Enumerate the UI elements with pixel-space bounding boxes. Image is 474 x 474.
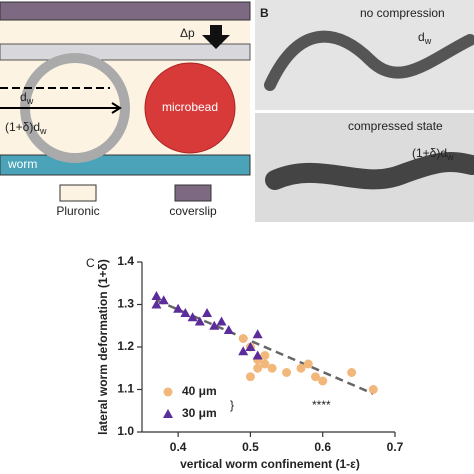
point — [238, 334, 248, 343]
point — [151, 299, 162, 309]
x-label: vertical worm confinement (1-ε) — [180, 457, 360, 471]
bead-label: microbead — [162, 100, 218, 114]
caption: no compression — [360, 6, 445, 20]
point — [260, 359, 270, 369]
point — [253, 363, 263, 373]
t: w — [39, 126, 47, 136]
pressure-arrow — [202, 25, 230, 49]
t: (1+δ)d — [5, 120, 40, 134]
x-tick-label: 0.5 — [242, 440, 259, 454]
dw-label: (1+δ)dw — [412, 146, 454, 162]
microbead — [144, 62, 236, 154]
worm-bar — [0, 154, 251, 176]
y-tick-label: 1.3 — [117, 297, 134, 311]
legend-label: 30 μm — [182, 406, 217, 420]
legend-swatch — [174, 184, 212, 202]
dw2-label: (1+δ)dw — [5, 120, 47, 136]
x-tick-label: 0.7 — [387, 440, 404, 454]
point — [347, 368, 357, 377]
point — [252, 350, 263, 360]
point — [296, 363, 306, 373]
point — [238, 346, 249, 356]
point — [223, 325, 234, 334]
panel-label: C — [86, 256, 95, 270]
point — [202, 308, 213, 317]
point — [245, 342, 256, 351]
point — [252, 329, 263, 339]
legend-swatch — [59, 184, 97, 202]
caption: compressed state — [348, 119, 443, 133]
t: d — [20, 90, 27, 104]
point — [216, 316, 227, 326]
legend-label: coverslip — [169, 204, 217, 218]
dw2-arrow — [0, 102, 122, 114]
point — [260, 351, 270, 360]
y-label: lateral worm deformation (1+δ) — [96, 259, 110, 435]
t: w — [446, 152, 454, 162]
worm-image — [264, 30, 474, 91]
pressure-label: Δp — [180, 26, 195, 40]
point — [180, 308, 191, 317]
point — [187, 312, 198, 322]
panel-label: B — [260, 6, 269, 20]
fit-line — [155, 299, 374, 395]
y-tick-label: 1.4 — [117, 254, 134, 268]
point — [245, 372, 255, 382]
coverslip — [0, 1, 251, 21]
legend-marker — [163, 409, 173, 418]
point — [267, 363, 277, 373]
coverslip-gray — [0, 43, 251, 61]
point — [282, 368, 292, 377]
t: w — [26, 96, 34, 106]
t: d — [418, 30, 425, 44]
dw-label: dw — [418, 30, 432, 46]
legend-label: Pluronic — [56, 204, 99, 218]
y-tick-label: 1.1 — [117, 382, 134, 396]
x-tick-label: 0.6 — [314, 440, 331, 454]
t: (1+δ)d — [412, 146, 447, 160]
legend-label: 40 μm — [182, 384, 217, 398]
y-tick-label: 1.0 — [117, 424, 134, 438]
x-tick-label: 0.4 — [170, 440, 187, 454]
point — [158, 295, 169, 305]
t: w — [424, 36, 432, 46]
worm-image — [265, 152, 474, 190]
point — [173, 303, 184, 313]
y-tick-label: 1.2 — [117, 339, 134, 353]
brace: } — [230, 398, 234, 412]
legend-marker — [163, 387, 173, 397]
worm-label: worm — [7, 157, 37, 171]
point — [310, 372, 320, 382]
point — [303, 359, 313, 369]
point — [368, 385, 378, 394]
significance: **** — [312, 398, 331, 412]
point — [209, 320, 220, 330]
point — [194, 316, 205, 326]
point — [151, 291, 162, 300]
dw-label: dw — [20, 90, 34, 106]
point — [318, 376, 328, 386]
